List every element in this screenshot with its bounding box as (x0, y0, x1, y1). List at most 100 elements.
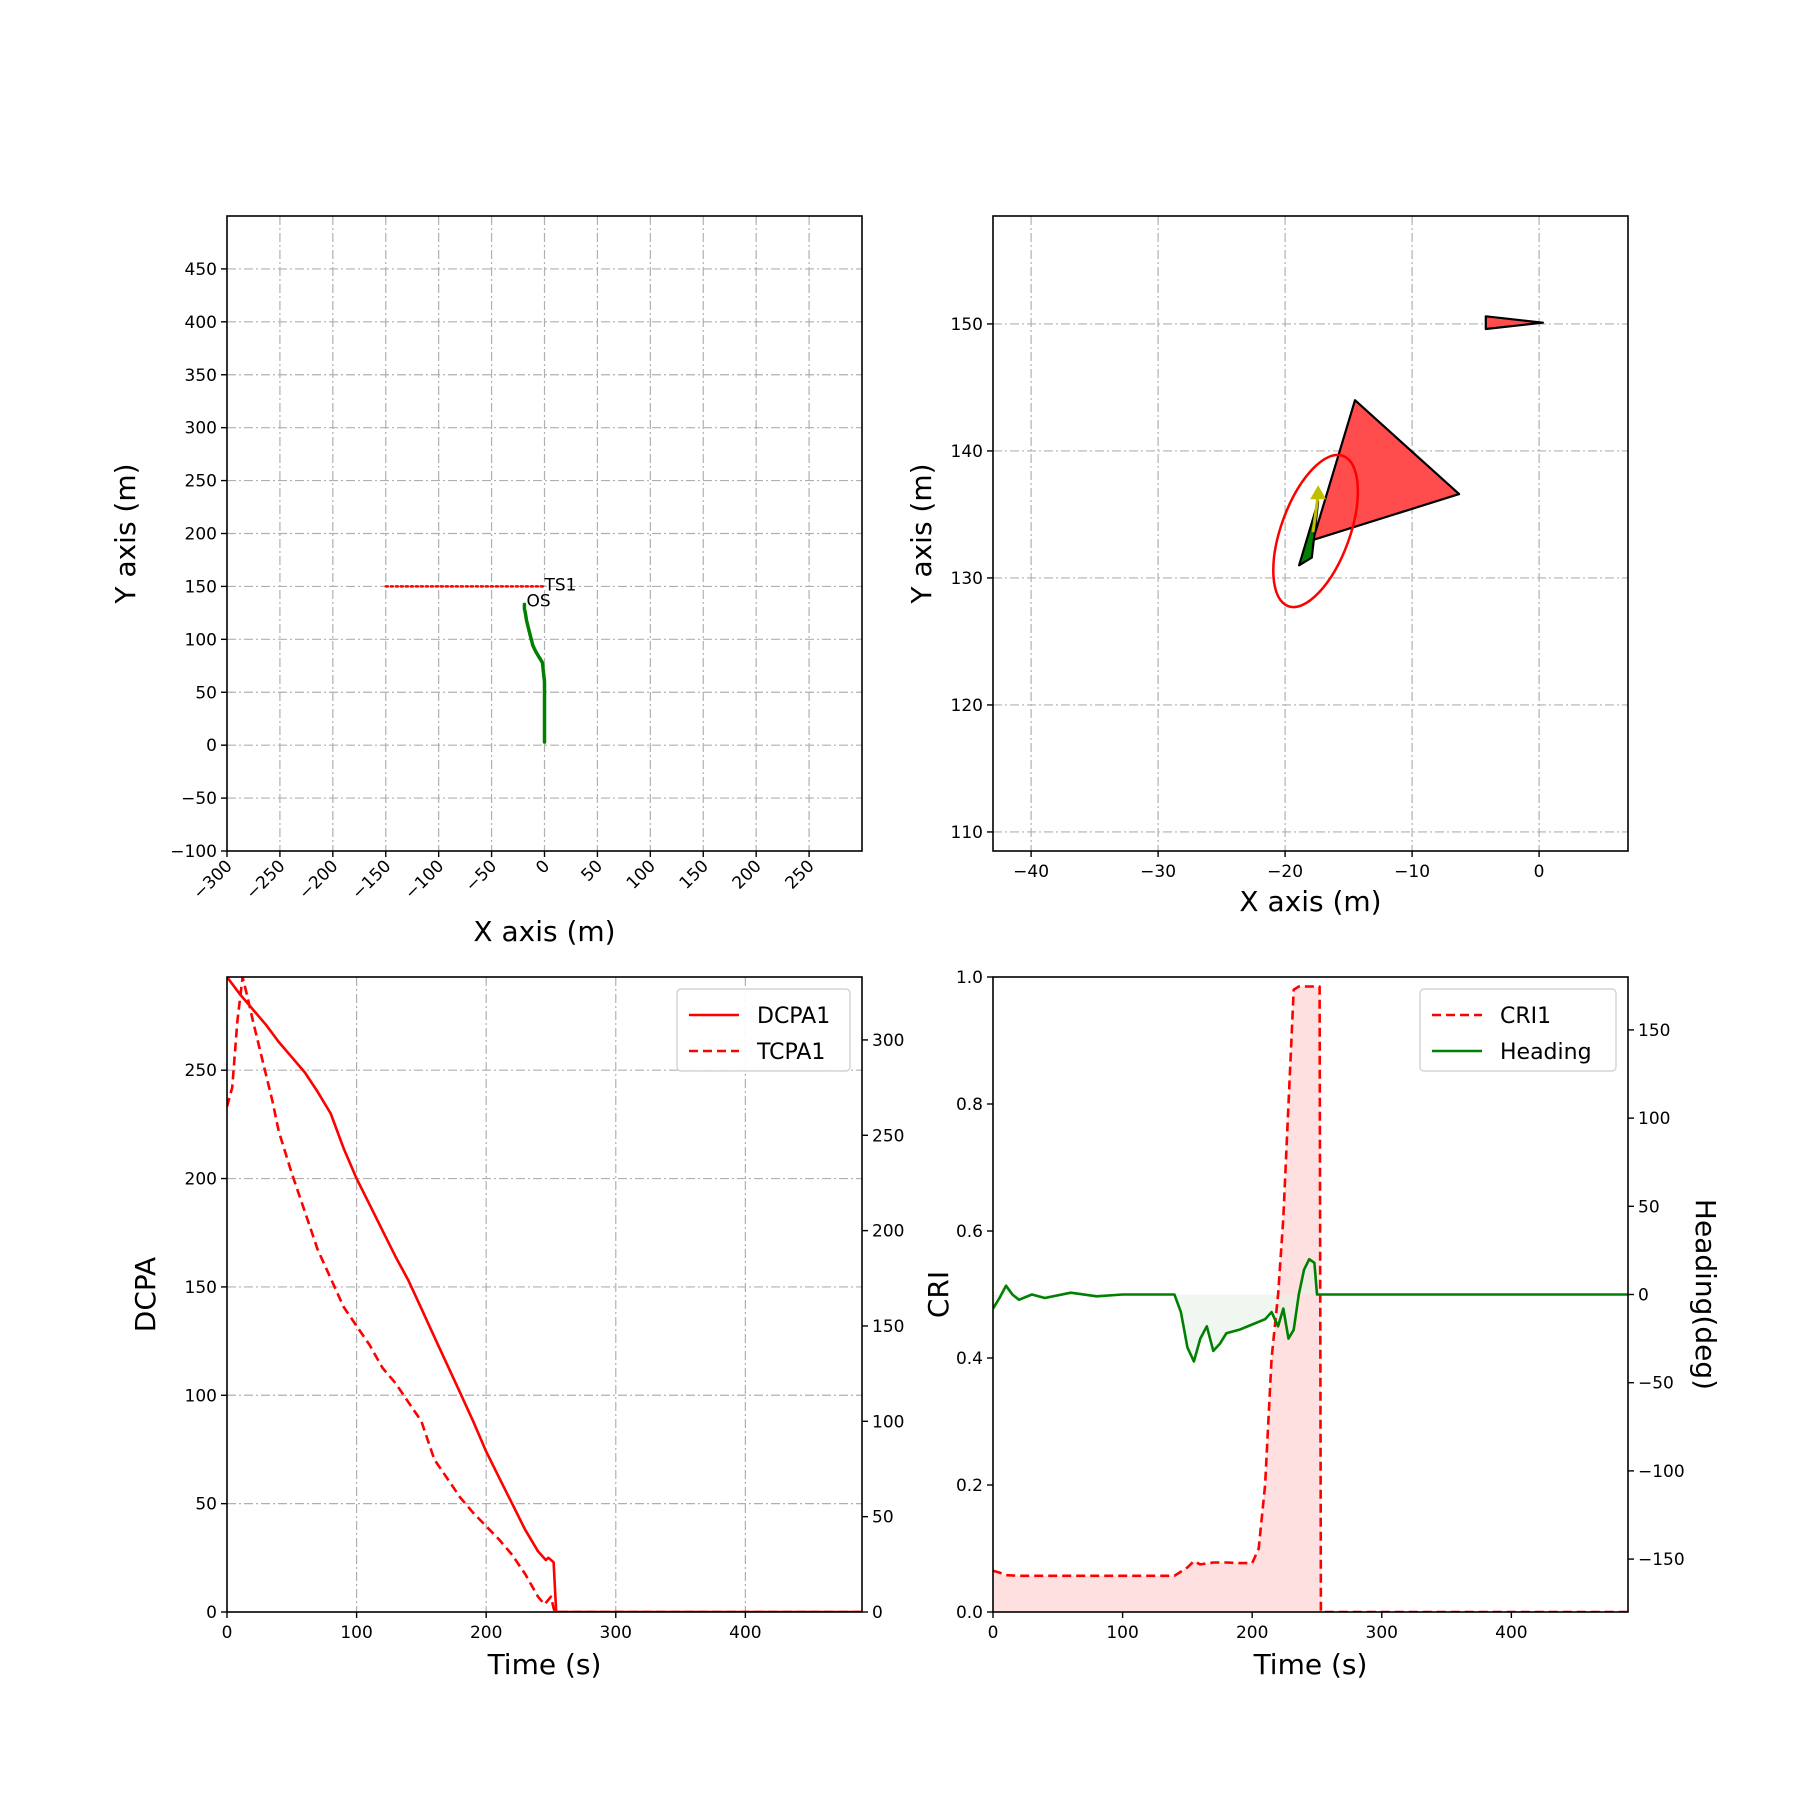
chart-zoom: −40 −30 −20 −10 0 110 120 130 140 150 X axis (m) Y … (905, 215, 1629, 918)
y-tick-labels: 110 120 130 140 150 (951, 315, 993, 843)
y-tick-labels: 0.0 0.2 0.4 0.6 0.8 1.0 (956, 968, 993, 1623)
y-tick-label: −100 (170, 842, 217, 862)
y-tick-label: 150 (185, 577, 217, 597)
legend-entry: DCPA1 (757, 1004, 830, 1029)
series-group (384, 585, 547, 744)
y-right-tick-label: 0 (872, 1603, 883, 1623)
x-axis-label: X axis (m) (473, 915, 615, 948)
y-tick-label: 150 (185, 1278, 217, 1298)
x-tick-label: 100 (340, 1623, 372, 1643)
risk-sector (1311, 399, 1461, 542)
y-right-tick-label: 150 (1638, 1021, 1670, 1041)
y-axis-label: Y axis (m) (905, 463, 938, 604)
axes-frame (226, 976, 863, 1613)
x-tick-label: 0 (988, 1623, 999, 1643)
y-tick-label: 0.0 (956, 1603, 983, 1623)
y-right-tick-label: −100 (1638, 1462, 1685, 1482)
series-group (993, 985, 1628, 1612)
legend-entry: CRI1 (1500, 1004, 1551, 1029)
heading-arrow-head (1310, 485, 1327, 500)
y-tick-label: 100 (185, 630, 217, 650)
y-tick-label: 350 (185, 366, 217, 386)
x-tick-label: −20 (1267, 862, 1303, 882)
x-tick-labels: 0 100 200 300 400 (222, 1612, 762, 1643)
x-tick-label: 0 (222, 1623, 233, 1643)
x-tick-label: −30 (1140, 862, 1176, 882)
x-axis-label: X axis (m) (1239, 885, 1381, 918)
y-tick-labels: −100 −50 0 50 100 150 200 250 300 350 400 450 (170, 260, 227, 862)
y-tick-label: 0.4 (956, 1349, 983, 1369)
y-tick-label: 400 (185, 313, 217, 333)
legend: DCPA1 TCPA1 (676, 988, 851, 1072)
tcpa1-line (227, 977, 862, 1612)
y-right-tick-label: 0 (1638, 1286, 1649, 1306)
axes-frame (992, 215, 1629, 852)
series-group (227, 977, 862, 1612)
ts1-label: TS1 (544, 575, 577, 595)
chart-cri-heading: 0 100 200 300 4000.00.20.40.60.81.0−150−100−… (922, 968, 1722, 1681)
y-tick-label: −50 (181, 789, 217, 809)
y-right-axis-label: Heading(deg) (1689, 1199, 1722, 1390)
y-tick-label: 250 (185, 472, 217, 492)
y-right-tick-label: −50 (1638, 1374, 1674, 1394)
y-right-tick-label: 100 (1638, 1109, 1670, 1129)
y-axis-label: CRI (922, 1271, 955, 1318)
y-right-tick-label: 300 (872, 1031, 904, 1051)
x-tick-label: 300 (1366, 1623, 1398, 1643)
cri1-line (993, 985, 1628, 1612)
x-axis-label: Time (s) (487, 1648, 602, 1681)
heading-arrow-shaft (1311, 495, 1320, 533)
y-tick-label: 110 (951, 823, 983, 843)
y-tick-label: 100 (185, 1386, 217, 1406)
y-tick-label: 200 (185, 1170, 217, 1190)
y-right-tick-label: 100 (872, 1412, 904, 1432)
y-tick-label: 50 (195, 1495, 217, 1515)
x-tick-label: 300 (600, 1623, 632, 1643)
y-tick-label: 120 (951, 696, 983, 716)
x-tick-label: 100 (1106, 1623, 1138, 1643)
ts-ship (1484, 315, 1545, 331)
y-right-tick-label: 200 (872, 1222, 904, 1242)
y-tick-label: 130 (951, 569, 983, 589)
y-tick-label: 0.6 (956, 1222, 983, 1242)
y-tick-label: 1.0 (956, 968, 983, 988)
x-tick-labels: −40 −30 −20 −10 0 (1013, 851, 1545, 882)
y-right-tick-label: 150 (872, 1317, 904, 1337)
x-tick-label: 400 (1495, 1623, 1527, 1643)
y-axis-label: DCPA (129, 1257, 162, 1332)
x-tick-label: −10 (1394, 862, 1430, 882)
cri1-fill (993, 986, 1628, 1612)
y-right-tick-label: 50 (1638, 1197, 1660, 1217)
legend: CRI1 Heading (1419, 988, 1617, 1072)
x-tick-label: 400 (729, 1623, 761, 1643)
gridlines (227, 216, 862, 851)
x-tick-label: 0 (1534, 862, 1545, 882)
safety-ellipse (1272, 453, 1360, 609)
os-trajectory (522, 602, 547, 744)
chart-dcpa-tcpa: 0 100 200 300 400 0 50 100 150 200 250 0 50 100 150 200… (129, 976, 904, 1681)
y-tick-label: 0 (206, 736, 217, 756)
y-tick-label: 50 (195, 683, 217, 703)
y-right-tick-label: −150 (1638, 1550, 1685, 1570)
y-axis-label: Y axis (m) (109, 463, 142, 604)
y-right-tick-labels: −150 −100 −50 0 50 100 150 (1628, 1021, 1685, 1570)
heading-line (993, 1257, 1628, 1363)
heading-fill (993, 1259, 1628, 1362)
x-axis-label: Time (s) (1253, 1648, 1368, 1681)
x-tick-label: 200 (1236, 1623, 1268, 1643)
y-tick-label: 0 (206, 1603, 217, 1623)
y-tick-label: 200 (185, 525, 217, 545)
y-tick-label: 450 (185, 260, 217, 280)
y-right-tick-labels: 0 50 100 150 200 250 300 (862, 1031, 904, 1623)
legend-entry: TCPA1 (756, 1040, 825, 1065)
dcpa1-line (227, 977, 862, 1612)
os-ship (1297, 500, 1320, 567)
y-tick-label: 250 (185, 1061, 217, 1081)
y-tick-labels: 0 50 100 150 200 250 (185, 1061, 227, 1623)
y-tick-label: 300 (185, 419, 217, 439)
legend-entry: Heading (1500, 1040, 1592, 1065)
shapes-group (1272, 315, 1545, 609)
x-tick-label: −40 (1013, 862, 1049, 882)
